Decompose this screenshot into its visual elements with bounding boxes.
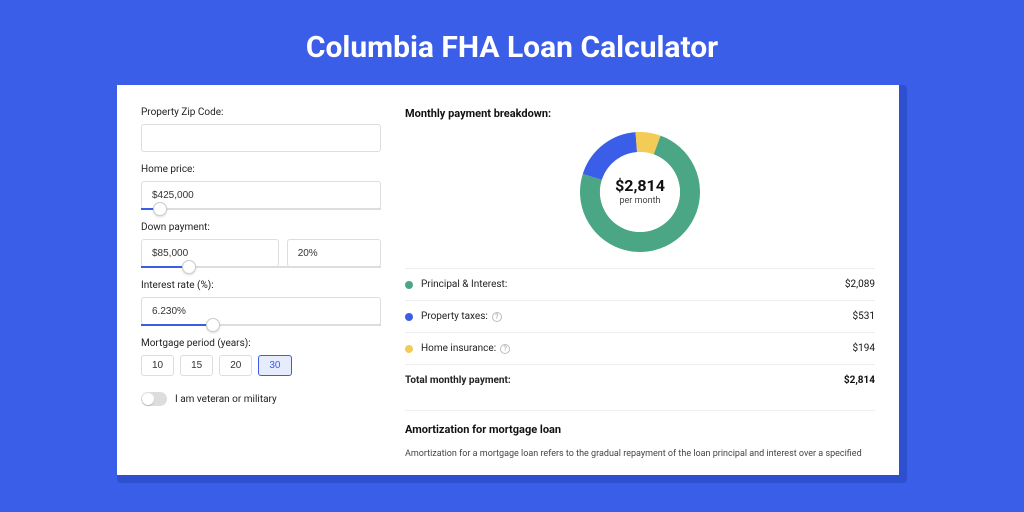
legend-label: Home insurance: ? bbox=[421, 343, 853, 354]
help-icon[interactable]: ? bbox=[492, 312, 502, 322]
down-payment-percent-input[interactable] bbox=[287, 239, 381, 267]
legend-label: Property taxes: ? bbox=[421, 311, 853, 322]
donut-chart: $2,814per month bbox=[405, 132, 875, 252]
amortization-section: Amortization for mortgage loan Amortizat… bbox=[405, 410, 875, 461]
legend-row: Property taxes: ?$531 bbox=[405, 301, 875, 333]
period-option-10[interactable]: 10 bbox=[141, 355, 174, 376]
down-payment-field: Down payment: bbox=[141, 222, 381, 268]
legend-value: $2,089 bbox=[845, 279, 875, 290]
veteran-toggle[interactable] bbox=[141, 392, 167, 406]
home-price-field: Home price: bbox=[141, 164, 381, 210]
period-label: Mortgage period (years): bbox=[141, 338, 381, 349]
interest-field: Interest rate (%): bbox=[141, 280, 381, 326]
legend-total-label: Total monthly payment: bbox=[405, 375, 844, 386]
down-payment-amount-input[interactable] bbox=[141, 239, 279, 267]
period-option-30[interactable]: 30 bbox=[258, 355, 291, 376]
interest-input[interactable] bbox=[141, 297, 381, 325]
form-column: Property Zip Code: Home price: Down paym… bbox=[141, 107, 381, 475]
legend-total-row: Total monthly payment:$2,814 bbox=[405, 365, 875, 396]
amortization-heading: Amortization for mortgage loan bbox=[405, 423, 875, 436]
legend-dot bbox=[405, 313, 413, 321]
legend-row: Principal & Interest:$2,089 bbox=[405, 269, 875, 301]
toggle-knob bbox=[142, 393, 154, 405]
legend: Principal & Interest:$2,089Property taxe… bbox=[405, 268, 875, 396]
interest-slider[interactable] bbox=[141, 324, 381, 326]
svg-text:$2,814: $2,814 bbox=[615, 176, 665, 195]
card-shadow: Property Zip Code: Home price: Down paym… bbox=[117, 85, 907, 483]
calculator-card: Property Zip Code: Home price: Down paym… bbox=[117, 85, 899, 475]
page-title: Columbia FHA Loan Calculator bbox=[0, 0, 1024, 85]
home-price-label: Home price: bbox=[141, 164, 381, 175]
legend-value: $194 bbox=[853, 343, 875, 354]
zip-label: Property Zip Code: bbox=[141, 107, 381, 118]
period-field: Mortgage period (years): 10 15 20 30 bbox=[141, 338, 381, 376]
svg-text:per month: per month bbox=[619, 196, 660, 206]
breakdown-heading: Monthly payment breakdown: bbox=[405, 107, 875, 120]
interest-label: Interest rate (%): bbox=[141, 280, 381, 291]
legend-label: Principal & Interest: bbox=[421, 279, 845, 290]
legend-row: Home insurance: ?$194 bbox=[405, 333, 875, 365]
help-icon[interactable]: ? bbox=[500, 344, 510, 354]
down-payment-slider[interactable] bbox=[141, 266, 381, 268]
veteran-label: I am veteran or military bbox=[175, 394, 277, 405]
home-price-slider[interactable] bbox=[141, 208, 381, 210]
veteran-row: I am veteran or military bbox=[141, 392, 381, 406]
legend-dot bbox=[405, 345, 413, 353]
zip-field: Property Zip Code: bbox=[141, 107, 381, 152]
period-option-15[interactable]: 15 bbox=[180, 355, 213, 376]
breakdown-column: Monthly payment breakdown: $2,814per mon… bbox=[405, 107, 875, 475]
legend-total-value: $2,814 bbox=[844, 375, 875, 386]
home-price-input[interactable] bbox=[141, 181, 381, 209]
legend-dot bbox=[405, 281, 413, 289]
amortization-text: Amortization for a mortgage loan refers … bbox=[405, 448, 875, 461]
period-option-20[interactable]: 20 bbox=[219, 355, 252, 376]
down-payment-label: Down payment: bbox=[141, 222, 381, 233]
legend-value: $531 bbox=[853, 311, 875, 322]
zip-input[interactable] bbox=[141, 124, 381, 152]
